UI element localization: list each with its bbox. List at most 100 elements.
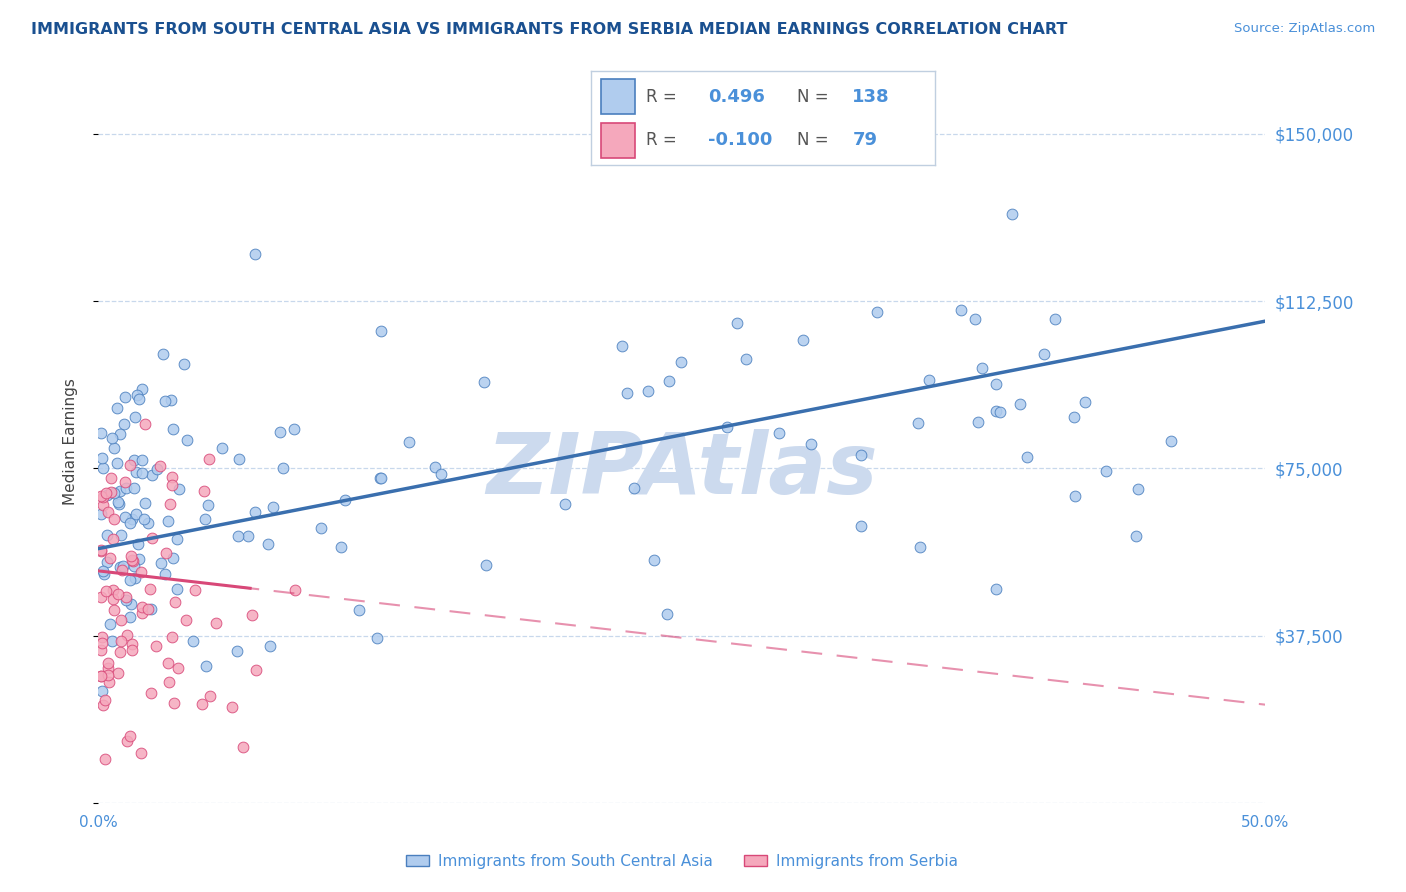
Point	[97, 657, 120, 671]
Point	[623, 481, 645, 495]
Point	[368, 471, 391, 485]
Point	[97, 505, 120, 519]
Point	[91, 498, 114, 512]
Point	[97, 674, 120, 689]
Point	[97, 667, 120, 681]
Point	[1001, 207, 1024, 221]
Point	[225, 644, 247, 658]
Point	[967, 415, 990, 429]
Point	[166, 582, 188, 597]
Point	[114, 390, 136, 404]
Point	[259, 639, 281, 653]
Point	[101, 532, 124, 546]
Point	[120, 597, 142, 611]
Point	[96, 488, 118, 502]
Point	[90, 684, 112, 698]
Point	[918, 373, 941, 387]
Point	[114, 510, 136, 524]
Point	[98, 617, 121, 632]
Text: ZIPAtlas: ZIPAtlas	[486, 429, 877, 512]
Point	[475, 558, 498, 572]
Point	[430, 467, 453, 481]
Point	[139, 582, 162, 596]
Point	[134, 417, 156, 431]
Point	[236, 529, 259, 543]
Point	[174, 613, 197, 627]
Point	[100, 484, 122, 499]
Y-axis label: Median Earnings: Median Earnings	[63, 378, 77, 505]
Point	[96, 555, 118, 569]
Point	[167, 661, 190, 675]
Point	[1017, 450, 1039, 464]
Point	[197, 498, 219, 512]
Point	[91, 564, 114, 578]
Point	[262, 500, 284, 515]
Point	[90, 489, 112, 503]
Point	[155, 393, 177, 408]
Point	[131, 467, 153, 481]
FancyBboxPatch shape	[600, 123, 636, 158]
Point	[156, 657, 179, 671]
Point	[93, 567, 115, 582]
Point	[866, 305, 889, 319]
Point	[908, 540, 931, 554]
Point	[988, 404, 1011, 418]
Point	[986, 377, 1008, 392]
Point	[194, 659, 217, 673]
Point	[329, 540, 352, 554]
Point	[734, 351, 756, 366]
Point	[129, 746, 152, 760]
Point	[105, 401, 128, 416]
Point	[284, 582, 307, 597]
Point	[193, 484, 215, 499]
Point	[122, 558, 145, 573]
Point	[94, 692, 117, 706]
Point	[98, 551, 121, 566]
Point	[157, 674, 180, 689]
Point	[96, 528, 118, 542]
Text: 138: 138	[852, 87, 890, 105]
Point	[115, 734, 138, 748]
Point	[159, 497, 181, 511]
Point	[1074, 395, 1097, 409]
Point	[173, 358, 195, 372]
Point	[398, 434, 420, 449]
Point	[136, 516, 159, 531]
Point	[205, 615, 228, 630]
Point	[127, 536, 149, 550]
Point	[94, 751, 117, 765]
Point	[90, 643, 112, 657]
Point	[146, 462, 169, 476]
Point	[101, 431, 124, 445]
Point	[333, 493, 356, 508]
Point	[115, 593, 138, 607]
Point	[114, 475, 136, 490]
Point	[90, 630, 112, 644]
Point	[103, 441, 125, 455]
Point	[232, 739, 254, 754]
Point	[125, 465, 148, 479]
Point	[132, 512, 155, 526]
Point	[243, 505, 266, 519]
Point	[114, 481, 136, 495]
Point	[671, 354, 693, 368]
Point	[103, 603, 125, 617]
Point	[118, 458, 141, 472]
Point	[101, 592, 124, 607]
Point	[131, 453, 153, 467]
Point	[149, 458, 172, 473]
Point	[120, 549, 142, 563]
Point	[128, 551, 150, 566]
Point	[107, 586, 129, 600]
Point	[849, 448, 872, 462]
FancyBboxPatch shape	[600, 78, 636, 113]
Text: 0.496: 0.496	[707, 87, 765, 105]
Point	[716, 420, 738, 434]
Point	[240, 608, 263, 623]
Point	[183, 582, 205, 597]
Point	[114, 590, 136, 604]
Point	[94, 584, 117, 599]
Text: IMMIGRANTS FROM SOUTH CENTRAL ASIA VS IMMIGRANTS FROM SERBIA MEDIAN EARNINGS COR: IMMIGRANTS FROM SOUTH CENTRAL ASIA VS IM…	[31, 22, 1067, 37]
Point	[110, 560, 132, 574]
Point	[145, 639, 167, 653]
